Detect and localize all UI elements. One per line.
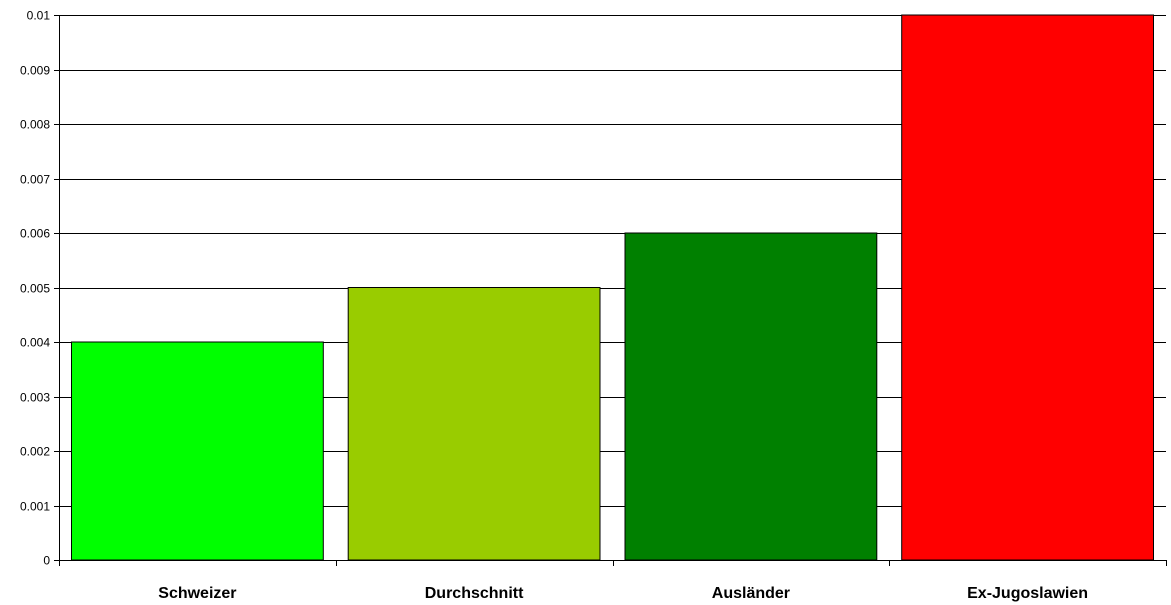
y-axis-ticks: 0 0.001 0.002 0.003 0.004 0.005 0.006 0.007 0.00… <box>20 9 59 568</box>
y-tick-label: 0.004 <box>20 336 50 350</box>
y-tick-label: 0.001 <box>20 500 50 514</box>
axes <box>59 15 1166 561</box>
bar-durchschnitt <box>347 287 601 561</box>
y-tick-label: 0.005 <box>20 282 50 296</box>
bar-schweizer <box>71 341 324 561</box>
x-category-label: Ausländer <box>712 585 790 602</box>
bar-ex-jugoslawien <box>901 14 1155 561</box>
y-tick-label: 0 <box>43 554 50 568</box>
y-tick-label: 0.003 <box>20 391 50 405</box>
y-tick-label: 0.009 <box>20 64 50 78</box>
bars <box>71 14 1155 561</box>
bar-ausl-nder <box>624 232 878 561</box>
y-tick-label: 0.006 <box>20 227 50 241</box>
x-category-label: Ex-Jugoslawien <box>967 585 1088 602</box>
y-tick-label: 0.008 <box>20 118 50 132</box>
x-category-label: Schweizer <box>158 585 236 602</box>
x-category-label: Durchschnitt <box>425 585 524 602</box>
x-axis-labels: Schweizer Durchschnitt Ausländer Ex-Jugosla… <box>59 560 1167 602</box>
y-tick-label: 0.007 <box>20 173 50 187</box>
y-tick-label: 0.01 <box>27 9 51 23</box>
y-tick-label: 0.002 <box>20 445 50 459</box>
